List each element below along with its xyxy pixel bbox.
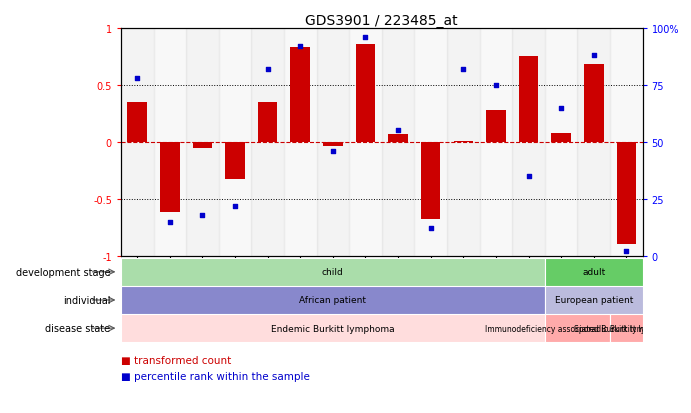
Point — [262, 66, 273, 73]
Text: Immunodeficiency associated Burkitt lymphoma: Immunodeficiency associated Burkitt lymp… — [484, 324, 670, 333]
Text: child: child — [322, 268, 343, 277]
Bar — [121, 314, 545, 342]
Bar — [127, 103, 147, 142]
Text: individual: individual — [63, 295, 111, 305]
Point — [491, 82, 502, 89]
Bar — [616, 142, 636, 244]
Point — [295, 44, 306, 50]
Bar — [219, 29, 252, 256]
Text: disease state: disease state — [46, 323, 111, 333]
Bar — [545, 286, 643, 314]
Bar — [610, 314, 643, 342]
Bar — [486, 111, 506, 142]
Bar — [545, 29, 578, 256]
Text: Sporadic Burkitt lymphoma: Sporadic Burkitt lymphoma — [574, 324, 679, 333]
Bar — [480, 29, 512, 256]
Bar — [258, 103, 278, 142]
Bar — [186, 29, 219, 256]
Point — [523, 173, 534, 180]
Bar — [578, 29, 610, 256]
Bar — [252, 29, 284, 256]
Bar — [349, 29, 381, 256]
Point — [197, 212, 208, 218]
Bar — [453, 141, 473, 142]
Text: adult: adult — [582, 268, 605, 277]
Bar — [610, 29, 643, 256]
Bar — [382, 29, 415, 256]
Point — [164, 219, 176, 225]
Bar — [519, 57, 538, 142]
Text: Endemic Burkitt lymphoma: Endemic Burkitt lymphoma — [271, 324, 395, 333]
Point — [392, 128, 404, 134]
Text: ■ transformed count: ■ transformed count — [121, 355, 231, 365]
Text: European patient: European patient — [555, 296, 633, 305]
Point — [457, 66, 468, 73]
Bar — [160, 142, 180, 213]
Bar — [284, 29, 316, 256]
Bar — [584, 65, 603, 142]
Point — [132, 76, 143, 82]
Bar — [193, 142, 212, 148]
Bar — [121, 29, 153, 256]
Point — [229, 203, 240, 209]
Point — [588, 53, 599, 59]
Point — [425, 225, 436, 232]
Title: GDS3901 / 223485_at: GDS3901 / 223485_at — [305, 14, 458, 28]
Text: ■ percentile rank within the sample: ■ percentile rank within the sample — [121, 372, 310, 382]
Bar — [447, 29, 480, 256]
Bar — [545, 314, 610, 342]
Bar — [225, 142, 245, 180]
Bar — [512, 29, 545, 256]
Bar — [121, 258, 545, 286]
Point — [621, 248, 632, 255]
Bar — [551, 133, 571, 142]
Text: development stage: development stage — [16, 267, 111, 277]
Bar — [545, 258, 643, 286]
Bar — [316, 29, 349, 256]
Bar — [323, 142, 343, 147]
Bar — [388, 135, 408, 142]
Point — [556, 105, 567, 112]
Text: African patient: African patient — [299, 296, 366, 305]
Bar — [415, 29, 447, 256]
Bar — [356, 45, 375, 142]
Point — [360, 35, 371, 41]
Point — [328, 148, 339, 155]
Bar — [153, 29, 186, 256]
Bar — [290, 48, 310, 142]
Bar — [421, 142, 440, 220]
Bar — [121, 286, 545, 314]
